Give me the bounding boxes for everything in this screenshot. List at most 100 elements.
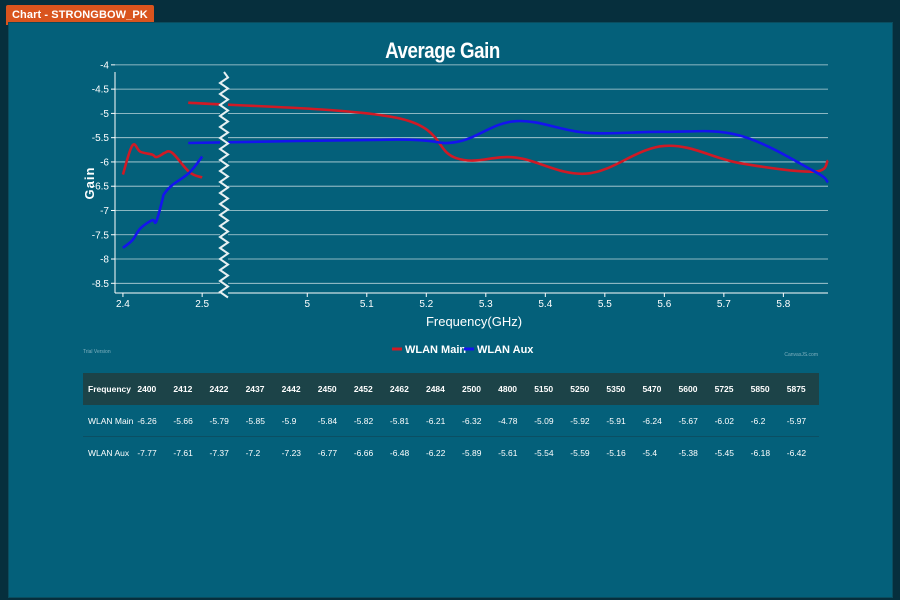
table-cell: -4.78 bbox=[494, 405, 531, 437]
table-cell: -5.45 bbox=[714, 447, 734, 458]
table-cell: -5.4 bbox=[642, 447, 658, 458]
x-axis-ticks: 2.4 2.5 5 5.1 5.2 5.3 5.4 5.5 5.6 5.7 5.8 bbox=[116, 293, 791, 310]
table-cell: -6.66 bbox=[353, 447, 374, 458]
x-tick-label: 5.2 bbox=[419, 299, 433, 310]
table-header-cell: 5600 bbox=[674, 373, 711, 405]
table-row-wlan-aux: WLAN Aux -7.77 -7.61 -7.37 -7.2 -7.23 -6.77 -6… bbox=[83, 437, 819, 469]
table-cell: -5.54 bbox=[534, 447, 554, 458]
table-cell: -7.2 bbox=[245, 447, 261, 458]
series-line-wlan-aux bbox=[122, 155, 204, 249]
table-cell: -6.02 bbox=[710, 405, 747, 437]
y-tick-label: -7.5 bbox=[92, 230, 110, 241]
row-label: WLAN Main bbox=[83, 405, 134, 437]
table-cell: -5.84 bbox=[313, 405, 350, 437]
y-axis-ticks: -4 -4.5 -5 -5.5 -6 -6.5 -7 -7.5 -8 -8.5 bbox=[92, 60, 115, 290]
x-tick-label: 5.3 bbox=[479, 299, 493, 310]
y-tick-label: -6 bbox=[100, 157, 109, 168]
table-header-cell: 5250 bbox=[566, 373, 603, 405]
table-header-cell: 5875 bbox=[782, 373, 819, 405]
table-header-cell: 2437 bbox=[241, 373, 278, 405]
table-cell: -6.18 bbox=[750, 447, 771, 458]
row-label: WLAN Aux bbox=[88, 447, 130, 458]
y-tick-label: -7 bbox=[100, 206, 109, 217]
table-cell: -5.38 bbox=[678, 447, 698, 458]
table-cell: -6.22 bbox=[425, 447, 446, 458]
chart-panel bbox=[8, 22, 893, 598]
table-cell: -5.82 bbox=[349, 405, 386, 437]
table-cell: -5.9 bbox=[277, 405, 314, 437]
series-line-wlan-main bbox=[188, 101, 830, 175]
table-cell: -5.09 bbox=[530, 405, 567, 437]
table-header-cell: 5725 bbox=[710, 373, 747, 405]
gridlines bbox=[114, 64, 828, 294]
legend-label-aux: WLAN Aux bbox=[477, 344, 534, 356]
table-cell: -5.61 bbox=[498, 447, 518, 458]
series-line-wlan-aux bbox=[188, 119, 829, 184]
table-header-cell: 2400 bbox=[133, 373, 170, 405]
table-cell: -5.79 bbox=[205, 405, 242, 437]
table-row-wlan-main: WLAN Main -6.26 -5.66 -5.79 -5.85 -5.9 -5.84-… bbox=[83, 405, 819, 437]
table-cell: -5.85 bbox=[241, 405, 278, 437]
x-tick-label: 5.8 bbox=[776, 299, 790, 310]
table-cell: -5.67 bbox=[674, 405, 711, 437]
legend-label-main: WLAN Main bbox=[405, 344, 466, 356]
x-tick-label: 5 bbox=[304, 299, 310, 310]
x-tick-label: 2.4 bbox=[116, 299, 130, 310]
table-cell: -6.21 bbox=[421, 405, 459, 437]
table-cell: -5.16 bbox=[606, 447, 626, 458]
table-cell: -7.23 bbox=[281, 447, 302, 458]
series-lines bbox=[121, 101, 830, 249]
window-title-tab[interactable]: Chart - STRONGBOW_PK bbox=[6, 5, 154, 25]
table-cell: -7.77 bbox=[137, 447, 157, 458]
table-cell: -6.77 bbox=[317, 447, 338, 458]
y-tick-label: -5.5 bbox=[92, 133, 110, 144]
table-cell: -6.2 bbox=[746, 405, 783, 437]
table-cell: -5.81 bbox=[385, 405, 422, 437]
trial-watermark: Trial Version bbox=[83, 349, 111, 355]
y-tick-label: -6.5 bbox=[92, 182, 110, 193]
table-cell: -6.42 bbox=[786, 447, 807, 458]
table-header-label: Frequency bbox=[83, 373, 134, 405]
table-header-cell: 2462 bbox=[385, 373, 422, 405]
legend: WLAN Main WLAN Aux bbox=[392, 344, 534, 356]
x-tick-label: 2.5 bbox=[195, 299, 209, 310]
table-cell: -5.97 bbox=[782, 405, 819, 437]
axis-break-zigzag bbox=[218, 71, 230, 299]
table-cell: -5.89 bbox=[462, 447, 482, 458]
chart-title: Average Gain bbox=[385, 38, 500, 63]
table-cell: -5.92 bbox=[566, 405, 603, 437]
y-tick-label: -8 bbox=[100, 255, 109, 266]
x-tick-label: 5.5 bbox=[598, 299, 612, 310]
table-header-cell: 4800 bbox=[494, 373, 531, 405]
x-axis-label: Frequency(GHz) bbox=[426, 314, 522, 329]
series-line-wlan-main bbox=[121, 143, 203, 179]
axis-break bbox=[218, 71, 230, 299]
table-header-cell: 2450 bbox=[313, 373, 350, 405]
x-tick-label: 5.1 bbox=[360, 299, 374, 310]
table-header-row: Frequency 2400 2412 2422 2437 2442 2450 2452 24… bbox=[83, 373, 819, 405]
x-tick-label: 5.6 bbox=[657, 299, 671, 310]
x-tick-label: 5.4 bbox=[538, 299, 552, 310]
table-cell: -5.66 bbox=[169, 405, 206, 437]
table-header-cell: 5470 bbox=[638, 373, 675, 405]
table-header-cell: 2442 bbox=[277, 373, 314, 405]
table-cell: -6.26 bbox=[133, 405, 170, 437]
canvasjs-watermark: CanvasJS.com bbox=[784, 352, 818, 358]
legend-item-wlan-aux[interactable]: WLAN Aux bbox=[464, 344, 534, 356]
gain-data-table: Frequency 2400 2412 2422 2437 2442 2450 2452 24… bbox=[83, 373, 819, 468]
table-header-cell: 2484 bbox=[421, 373, 459, 405]
table-cell: -5.59 bbox=[570, 447, 590, 458]
table-header-cell: 2422 bbox=[205, 373, 242, 405]
table-header-cell: 2452 bbox=[349, 373, 386, 405]
legend-item-wlan-main[interactable]: WLAN Main bbox=[392, 344, 466, 356]
table-header-cell: 5850 bbox=[746, 373, 783, 405]
y-axis-label: Gain bbox=[82, 167, 97, 200]
table-cell: -6.32 bbox=[458, 405, 495, 437]
x-tick-label: 5.7 bbox=[717, 299, 731, 310]
y-tick-label: -5 bbox=[100, 109, 109, 120]
table-cell: -6.24 bbox=[638, 405, 675, 437]
table-cell: -7.61 bbox=[173, 447, 193, 458]
y-tick-label: -4 bbox=[100, 60, 109, 71]
table-cell: -5.91 bbox=[602, 405, 639, 437]
